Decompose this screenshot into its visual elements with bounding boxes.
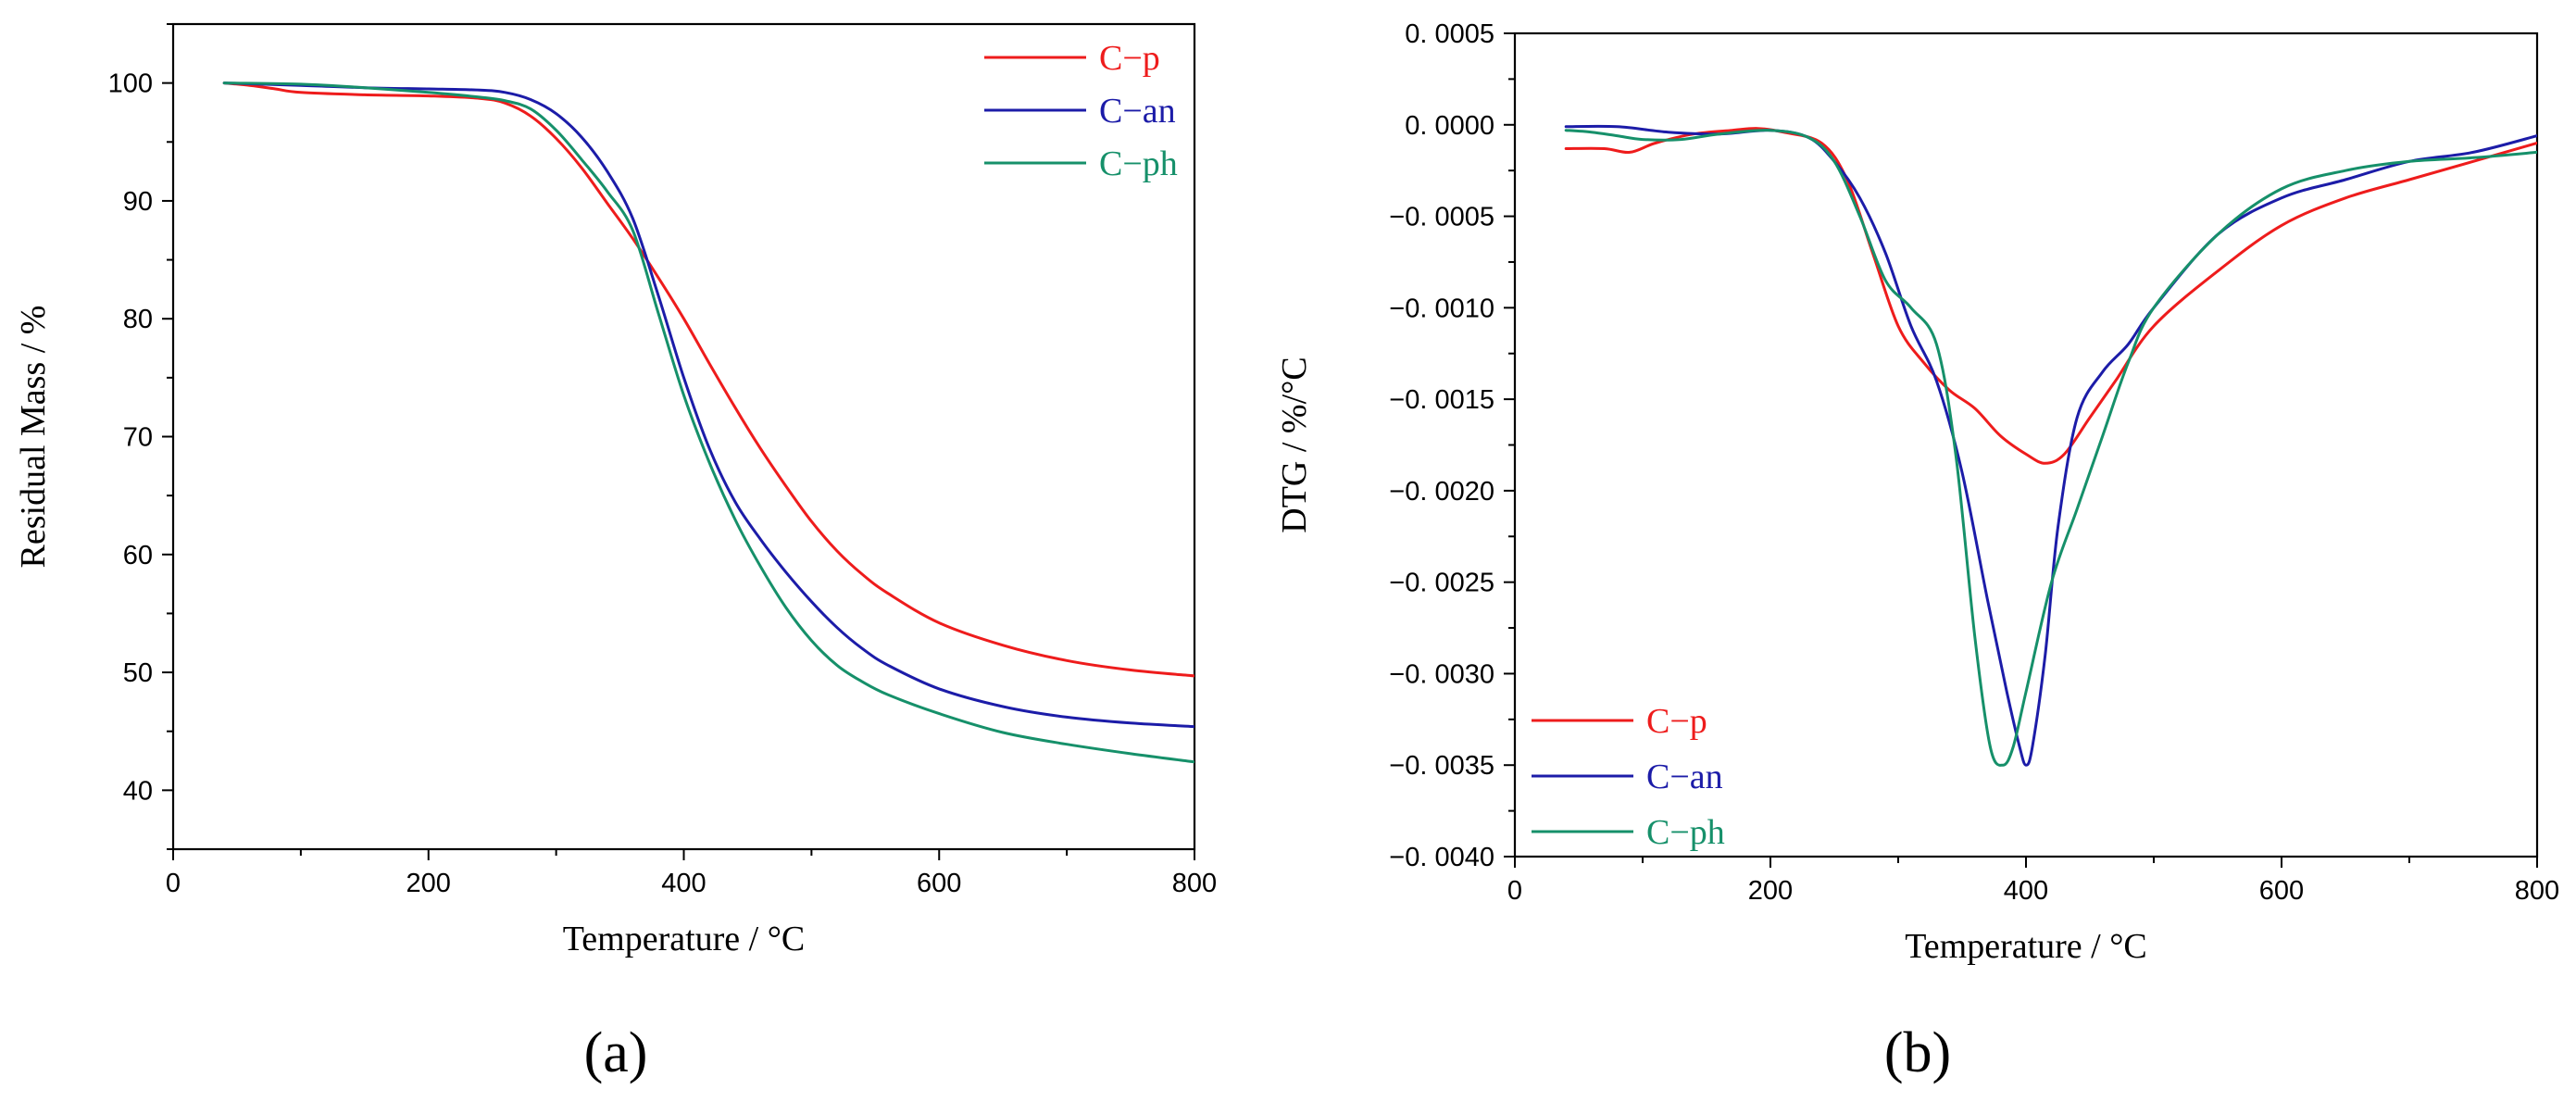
- x-axis-title: Temperature / °C: [563, 920, 806, 958]
- x-tick-label: 800: [2515, 876, 2559, 906]
- series-line-cph: [222, 81, 1194, 764]
- x-tick-label: 200: [406, 869, 451, 898]
- chart-panel-b: 0 200 400 600 800 0. 0005 0. 0000 −0. 0005 −0. 0…: [1275, 19, 2559, 1084]
- legend: C−p C−an C−ph: [984, 39, 1178, 183]
- x-tick-label: 0: [166, 869, 181, 898]
- series-line-cp: [222, 81, 1194, 678]
- x-axis-title: Temperature / °C: [1905, 927, 2147, 966]
- y-tick-label: 60: [123, 541, 153, 570]
- chart-panel-a: 0 200 400 600 800 40 50 60 70 80 90 100 Temperature …: [14, 22, 1217, 1084]
- y-tick-label: 80: [123, 305, 153, 334]
- x-tick-label: 600: [917, 869, 961, 898]
- y-tick-label: 90: [123, 187, 153, 217]
- y-tick-label: 0. 0000: [1405, 111, 1494, 141]
- y-tick-label: −0. 0030: [1389, 659, 1494, 689]
- y-axis-title: DTG / %/°C: [1275, 357, 1314, 532]
- plot-frame: [171, 22, 1196, 851]
- y-tick-label: 70: [123, 423, 153, 453]
- legend-label-cp: C−p: [1099, 39, 1160, 78]
- y-tick-label: 0. 0005: [1405, 19, 1494, 49]
- y-tick-label: −0. 0035: [1389, 751, 1494, 781]
- panel-label: (a): [584, 1021, 648, 1084]
- x-tick-label: 0: [1507, 876, 1522, 906]
- legend-label-can: C−an: [1099, 92, 1176, 131]
- y-tick-label: 40: [123, 776, 153, 806]
- y-tick-label: 100: [108, 69, 153, 99]
- series-line-cph: [1564, 129, 2537, 767]
- x-tick-label: 800: [1172, 869, 1217, 898]
- series-line-cp: [1564, 127, 2537, 465]
- y-axis-title: Residual Mass / %: [14, 306, 53, 569]
- legend-label-cph: C−ph: [1099, 144, 1178, 183]
- series-line-can: [222, 81, 1194, 729]
- x-tick-label: 600: [2259, 876, 2304, 906]
- x-tick-label: 200: [1748, 876, 1793, 906]
- x-tick-label: 400: [2004, 876, 2048, 906]
- legend-label-can: C−an: [1646, 758, 1723, 796]
- legend-label-cp: C−p: [1646, 702, 1707, 741]
- y-tick-label: −0. 0020: [1389, 477, 1494, 507]
- y-tick-label: 50: [123, 658, 153, 688]
- legend: C−p C−an C−ph: [1532, 702, 1725, 852]
- x-tick-label: 400: [661, 869, 706, 898]
- legend-label-cph: C−ph: [1646, 813, 1725, 852]
- series-line-can: [1564, 124, 2537, 767]
- y-tick-label: −0. 0015: [1389, 385, 1494, 415]
- y-tick-label: −0. 0025: [1389, 569, 1494, 598]
- y-tick-label: −0. 0040: [1389, 843, 1494, 872]
- y-tick-label: −0. 0005: [1389, 203, 1494, 232]
- y-tick-label: −0. 0010: [1389, 294, 1494, 323]
- panel-label: (b): [1884, 1021, 1951, 1084]
